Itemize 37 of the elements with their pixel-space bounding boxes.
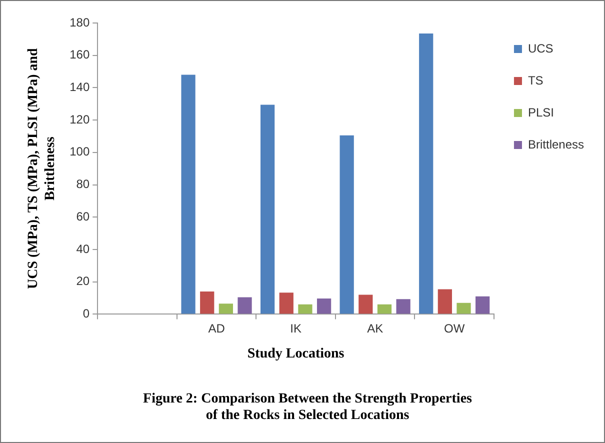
y-tick-label: 20: [76, 274, 90, 288]
legend-label: UCS: [528, 41, 554, 56]
bar: [218, 304, 233, 314]
y-tick-label: 40: [76, 242, 90, 256]
x-tick-label: OW: [444, 322, 466, 336]
bar: [340, 135, 354, 314]
bar: [181, 74, 196, 314]
bar: [377, 304, 392, 314]
y-tick-label: 140: [70, 80, 90, 94]
bar: [438, 289, 452, 314]
text: Figure 2: Comparison Between the Strength Properties of the Rocks in Selected Locations: [143, 391, 473, 424]
legend-label: PLSI: [528, 105, 554, 120]
x-tick-label: IK: [290, 322, 302, 336]
bar: [476, 296, 490, 314]
y-tick-label: 180: [70, 15, 90, 30]
bar: [396, 299, 410, 314]
y-tick-label: 80: [76, 177, 90, 192]
legend-label: Brittleness: [528, 137, 584, 152]
y-tick-label: 120: [70, 112, 90, 126]
bar: [358, 294, 373, 314]
legend-label: TS: [528, 73, 544, 88]
y-tick-label: 100: [70, 144, 90, 159]
x-tick-label: AD: [208, 322, 226, 336]
bar: [419, 34, 434, 314]
y-tick-label: 60: [76, 209, 90, 224]
bar: [316, 298, 332, 314]
bar: [456, 302, 471, 314]
bar: [238, 297, 252, 314]
bar: [298, 304, 312, 314]
x-axis-title: Study Locations: [247, 346, 345, 362]
y-axis-title: UCS (MPa), TS (MPa), PLSI (MPa) and Brittleness: [26, 48, 58, 290]
bar: [200, 292, 214, 314]
y-tick-label: 0: [82, 306, 90, 321]
y-tick-label: 160: [70, 48, 90, 62]
x-tick-label: AK: [367, 322, 384, 336]
bar: [279, 292, 294, 314]
bar: [260, 104, 275, 314]
